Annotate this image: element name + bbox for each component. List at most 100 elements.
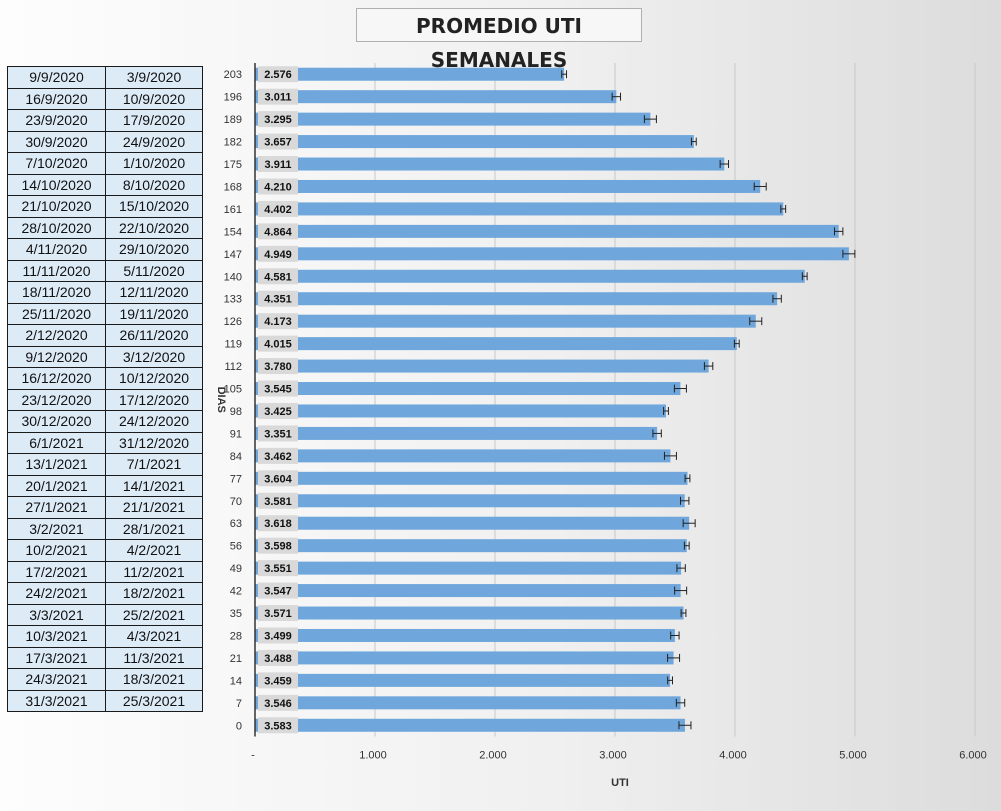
date-row: 16/12/2020 10/12/2020 — [7, 367, 203, 390]
y-tick-label: 49 — [230, 563, 242, 575]
data-label-box — [258, 537, 298, 554]
y-tick-label: 168 — [224, 181, 242, 193]
week-start-date: 29/10/2020 — [105, 238, 203, 261]
date-row: 9/9/2020 3/9/2020 — [7, 66, 203, 89]
week-start-date: 5/11/2020 — [105, 259, 203, 282]
week-end-date: 28/10/2020 — [7, 216, 106, 239]
week-end-date: 24/3/2021 — [7, 668, 106, 691]
data-label-box — [258, 492, 298, 509]
bar — [255, 584, 681, 598]
data-label-box — [258, 111, 298, 128]
bar — [255, 673, 671, 687]
data-label: 4.581 — [264, 271, 292, 283]
data-label: 3.604 — [264, 473, 292, 485]
x-tick-label: 1.000 — [359, 750, 387, 762]
data-label-box — [258, 402, 298, 419]
week-end-date: 7/10/2020 — [7, 152, 106, 175]
date-row: 10/3/2021 4/3/2021 — [7, 625, 203, 648]
data-label-box — [258, 178, 298, 195]
y-tick-label: 154 — [224, 226, 242, 238]
bar — [255, 359, 709, 373]
data-label-box — [258, 200, 298, 217]
data-label-box — [258, 694, 298, 711]
bar — [255, 67, 565, 81]
date-row: 30/9/2020 24/9/2020 — [7, 130, 203, 153]
data-label: 3.657 — [264, 137, 292, 149]
y-tick-label: 84 — [230, 451, 242, 463]
y-tick-label: 112 — [224, 361, 242, 373]
week-start-date: 31/12/2020 — [105, 431, 203, 454]
bars — [255, 67, 849, 732]
y-tick-label: 56 — [230, 541, 242, 553]
data-label: 3.581 — [264, 496, 292, 508]
bar — [255, 494, 685, 508]
week-start-date: 21/1/2021 — [105, 496, 203, 519]
data-label-box — [258, 335, 298, 352]
y-tick-label: 189 — [224, 114, 242, 126]
data-labels: 2.576 3.011 3.295 3.657 3.911 4.210 4.402 4.864… — [258, 66, 298, 734]
gridlines — [374, 63, 976, 737]
data-label: 3.546 — [264, 698, 292, 710]
date-row: 16/9/2020 10/9/2020 — [7, 87, 203, 110]
week-end-date: 23/12/2020 — [7, 388, 106, 411]
data-label: 3.462 — [264, 451, 292, 463]
week-start-date: 28/1/2021 — [105, 517, 203, 540]
bar — [255, 471, 688, 485]
x-tick-label: 4.000 — [719, 750, 747, 762]
data-label: 3.571 — [264, 608, 292, 620]
week-end-date: 6/1/2021 — [7, 431, 106, 454]
date-row: 7/10/2020 1/10/2020 — [7, 152, 203, 175]
week-start-date: 26/11/2020 — [105, 324, 203, 347]
date-row: 23/9/2020 17/9/2020 — [7, 109, 203, 132]
data-label: 4.864 — [264, 226, 292, 238]
week-end-date: 16/9/2020 — [7, 87, 106, 110]
bar — [255, 337, 737, 351]
date-row: 23/12/2020 17/12/2020 — [7, 388, 203, 411]
data-label: 3.488 — [264, 653, 292, 665]
date-row: 3/3/2021 25/2/2021 — [7, 603, 203, 626]
bar — [255, 135, 694, 149]
data-label: 3.547 — [264, 586, 292, 598]
date-row: 25/11/2020 19/11/2020 — [7, 302, 203, 325]
data-label: 3.911 — [265, 159, 292, 171]
week-end-date: 3/3/2021 — [7, 603, 106, 626]
data-label-box — [258, 133, 298, 150]
data-label-box — [258, 156, 298, 173]
data-label: 3.011 — [265, 92, 292, 104]
week-start-date: 25/3/2021 — [105, 689, 203, 712]
y-tick-label: 7 — [236, 698, 242, 710]
data-label: 4.210 — [264, 181, 292, 193]
bar — [255, 426, 658, 440]
date-row: 21/10/2020 15/10/2020 — [7, 195, 203, 218]
data-label: 3.780 — [264, 361, 292, 373]
x-tick-label: 2.000 — [479, 750, 507, 762]
data-label-box — [258, 245, 298, 262]
data-label-box — [258, 560, 298, 577]
data-label-box — [258, 605, 298, 622]
error-bars — [561, 70, 856, 730]
date-row: 28/10/2020 22/10/2020 — [7, 216, 203, 239]
y-tick-label: 119 — [224, 339, 242, 351]
week-end-date: 2/12/2020 — [7, 324, 106, 347]
week-start-date: 18/3/2021 — [105, 668, 203, 691]
bar — [255, 179, 761, 193]
data-label: 4.402 — [264, 204, 292, 216]
x-tick-label: 5.000 — [839, 750, 867, 762]
y-tick-label: 28 — [230, 630, 242, 642]
date-row: 13/1/2021 7/1/2021 — [7, 453, 203, 476]
data-label: 3.583 — [264, 720, 292, 732]
data-label-box — [258, 66, 298, 83]
y-tick-label: 35 — [230, 608, 242, 620]
y-tick-labels: 2031961891821751681611541471401331261191… — [224, 69, 242, 732]
bar — [255, 202, 784, 216]
data-label: 4.173 — [264, 316, 292, 328]
week-start-date: 3/9/2020 — [105, 66, 203, 89]
week-end-date: 18/11/2020 — [7, 281, 106, 304]
date-row: 10/2/2021 4/2/2021 — [7, 539, 203, 562]
x-axis-label: UTI — [611, 777, 629, 789]
bar — [255, 247, 849, 261]
data-label: 4.351 — [264, 294, 292, 306]
data-label: 2.576 — [264, 69, 292, 81]
data-label: 3.618 — [264, 518, 292, 530]
week-start-date: 17/9/2020 — [105, 109, 203, 132]
